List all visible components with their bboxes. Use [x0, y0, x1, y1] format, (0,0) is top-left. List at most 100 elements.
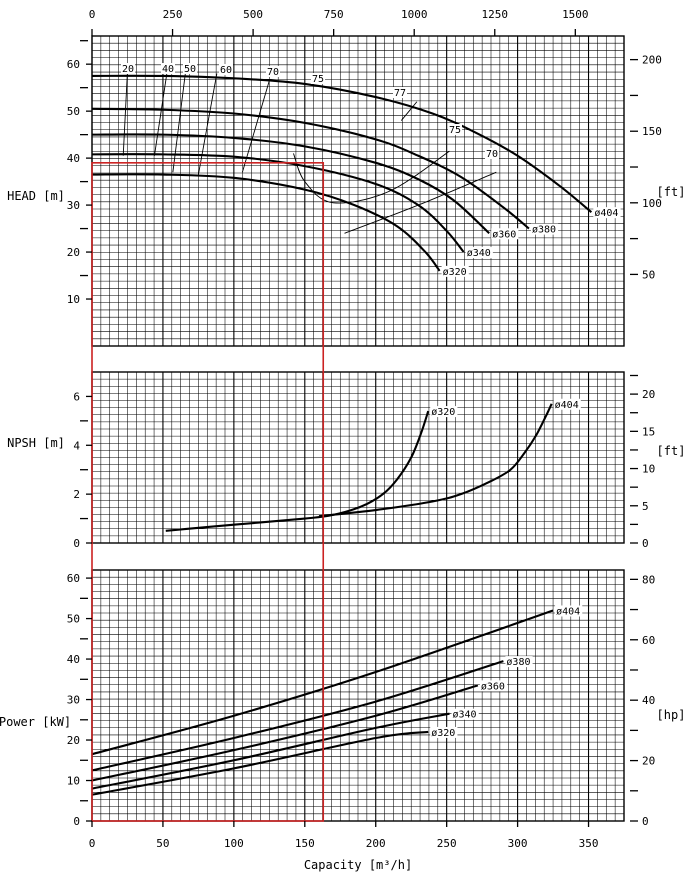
head-ytick-label: 40: [67, 152, 80, 165]
head-rtick-label: 150: [642, 125, 662, 138]
top-xtick-label: 750: [324, 8, 344, 21]
grid-layer: [91, 35, 625, 822]
npsh-ytick-label: 2: [73, 488, 80, 501]
head-ylabel: HEAD [m]: [7, 189, 65, 203]
power-rtick-label: 40: [642, 694, 655, 707]
efficiency-label-bg-8: [485, 148, 499, 159]
power-ytick-label: 60: [67, 572, 80, 585]
power-curve-2: [91, 684, 479, 782]
bottom-xtick-label: 250: [437, 837, 457, 850]
npsh-ytick-label: 4: [73, 439, 80, 452]
power-ylabel: Power [kW]: [0, 715, 71, 729]
power-ytick-label: 10: [67, 775, 80, 788]
top-xtick-label: 250: [163, 8, 183, 21]
efficiency-label-1: 40: [162, 64, 174, 75]
npsh-ytick-label: 0: [73, 537, 80, 550]
head-ytick-label: 10: [67, 293, 80, 306]
power-ytick-label: 20: [67, 734, 80, 747]
bottom-xtick-label: 100: [224, 837, 244, 850]
top-xtick-label: 1250: [482, 8, 509, 21]
efficiency-line-4: [241, 80, 270, 173]
bottom-xtick-label: 0: [89, 837, 96, 850]
npsh-curve-1: [318, 403, 553, 518]
power-ytick-label: 30: [67, 694, 80, 707]
power-rtick-label: 0: [642, 815, 649, 828]
npsh-ylabel: NPSH [m]: [7, 436, 65, 450]
efficiency-label-bg-7: [448, 124, 462, 135]
efficiency-line-2: [172, 71, 187, 173]
efficiency-label-2: 50: [184, 64, 196, 75]
efficiency-label-8: 70: [486, 149, 498, 160]
bottom-xtick-label: 300: [508, 837, 528, 850]
npsh-rtick-label: 15: [642, 425, 655, 438]
efficiency-label-bg-1: [161, 63, 175, 74]
head-curve-label-0-bg: [593, 207, 621, 219]
efficiency-label-4: 70: [267, 67, 279, 78]
npsh-curve-label-0: ø320: [431, 407, 455, 418]
power-curve-label-1-bg: [505, 656, 533, 668]
npsh-rtick-label: 5: [642, 500, 649, 513]
npsh-rtick-label: 20: [642, 388, 655, 401]
head-curve-label-2-bg: [491, 228, 519, 240]
power-rtick-label: 80: [642, 573, 655, 586]
head-curve-label-2: ø360: [492, 229, 516, 240]
head-grid: [91, 35, 625, 347]
bottom-xtick-label: 200: [366, 837, 386, 850]
head-curve-label-0: ø404: [594, 208, 618, 219]
power-curve-label-0: ø404: [556, 606, 580, 617]
top-xtick-label: 500: [243, 8, 263, 21]
label-layer: ø404ø380ø360ø340ø320ø320ø404ø404ø380ø360…: [121, 63, 621, 739]
power-curve-label-1: ø380: [506, 657, 530, 668]
efficiency-line-0: [122, 71, 128, 156]
npsh-rtick-label: 10: [642, 463, 655, 476]
head-ytick-label: 50: [67, 105, 80, 118]
power-rtick-label: 60: [642, 634, 655, 647]
efficiency-line-6: [344, 171, 497, 234]
npsh-rtick-label: 0: [642, 537, 649, 550]
npsh-curve-label-0-bg: [430, 406, 458, 418]
power-rtick-label: 20: [642, 755, 655, 768]
bottom-xtick-label: 50: [156, 837, 169, 850]
power-curve-label-4: ø320: [431, 728, 455, 739]
power-curve-0: [91, 609, 554, 756]
power-curve-label-2: ø360: [481, 681, 505, 692]
power-curve-label-3: ø340: [453, 710, 477, 721]
npsh-curve-label-1-bg: [553, 398, 581, 410]
power-curve-label-4-bg: [430, 726, 458, 738]
efficiency-label-5: 75: [312, 74, 324, 85]
head-ytick-label: 60: [67, 58, 80, 71]
efficiency-label-3: 60: [220, 65, 232, 76]
npsh-ytick-label: 6: [73, 390, 80, 403]
efficiency-label-bg-0: [121, 63, 135, 74]
efficiency-line-5: [293, 150, 450, 204]
power-curve-label-0-bg: [555, 605, 583, 617]
npsh-grid: [91, 371, 625, 544]
top-xtick-label: 1500: [562, 8, 589, 21]
head-curve-label-4-bg: [441, 265, 469, 277]
power-curve-label-3-bg: [451, 708, 479, 720]
power-ytick-label: 50: [67, 613, 80, 626]
top-xtick-label: 0: [89, 8, 96, 21]
efficiency-label-0: 20: [122, 64, 134, 75]
head-curve-label-1-bg: [530, 223, 559, 235]
x-axis-label: Capacity [m³/h]: [304, 858, 412, 872]
power-ytick-label: 40: [67, 653, 80, 666]
head-rtick-label: 50: [642, 268, 655, 281]
top-xtick-label: 1000: [401, 8, 428, 21]
head-curve-label-4: ø320: [443, 267, 467, 278]
power-curve-4: [91, 730, 429, 796]
power-grid: [91, 569, 625, 822]
head-curve-label-3: ø340: [467, 248, 491, 259]
power-curve-1: [91, 660, 504, 772]
power-curve-3: [91, 712, 450, 790]
efficiency-line-9: [400, 101, 418, 121]
power-ytick-label: 0: [73, 815, 80, 828]
operating-range-box: [91, 162, 325, 822]
power-curve-label-2-bg: [479, 680, 508, 692]
efficiency-label-bg-4: [266, 66, 280, 77]
head-rtick-label: 200: [642, 54, 662, 67]
npsh-ylabel-right: [ft]: [657, 444, 686, 458]
power-ylabel-right: [hp]: [657, 708, 686, 722]
